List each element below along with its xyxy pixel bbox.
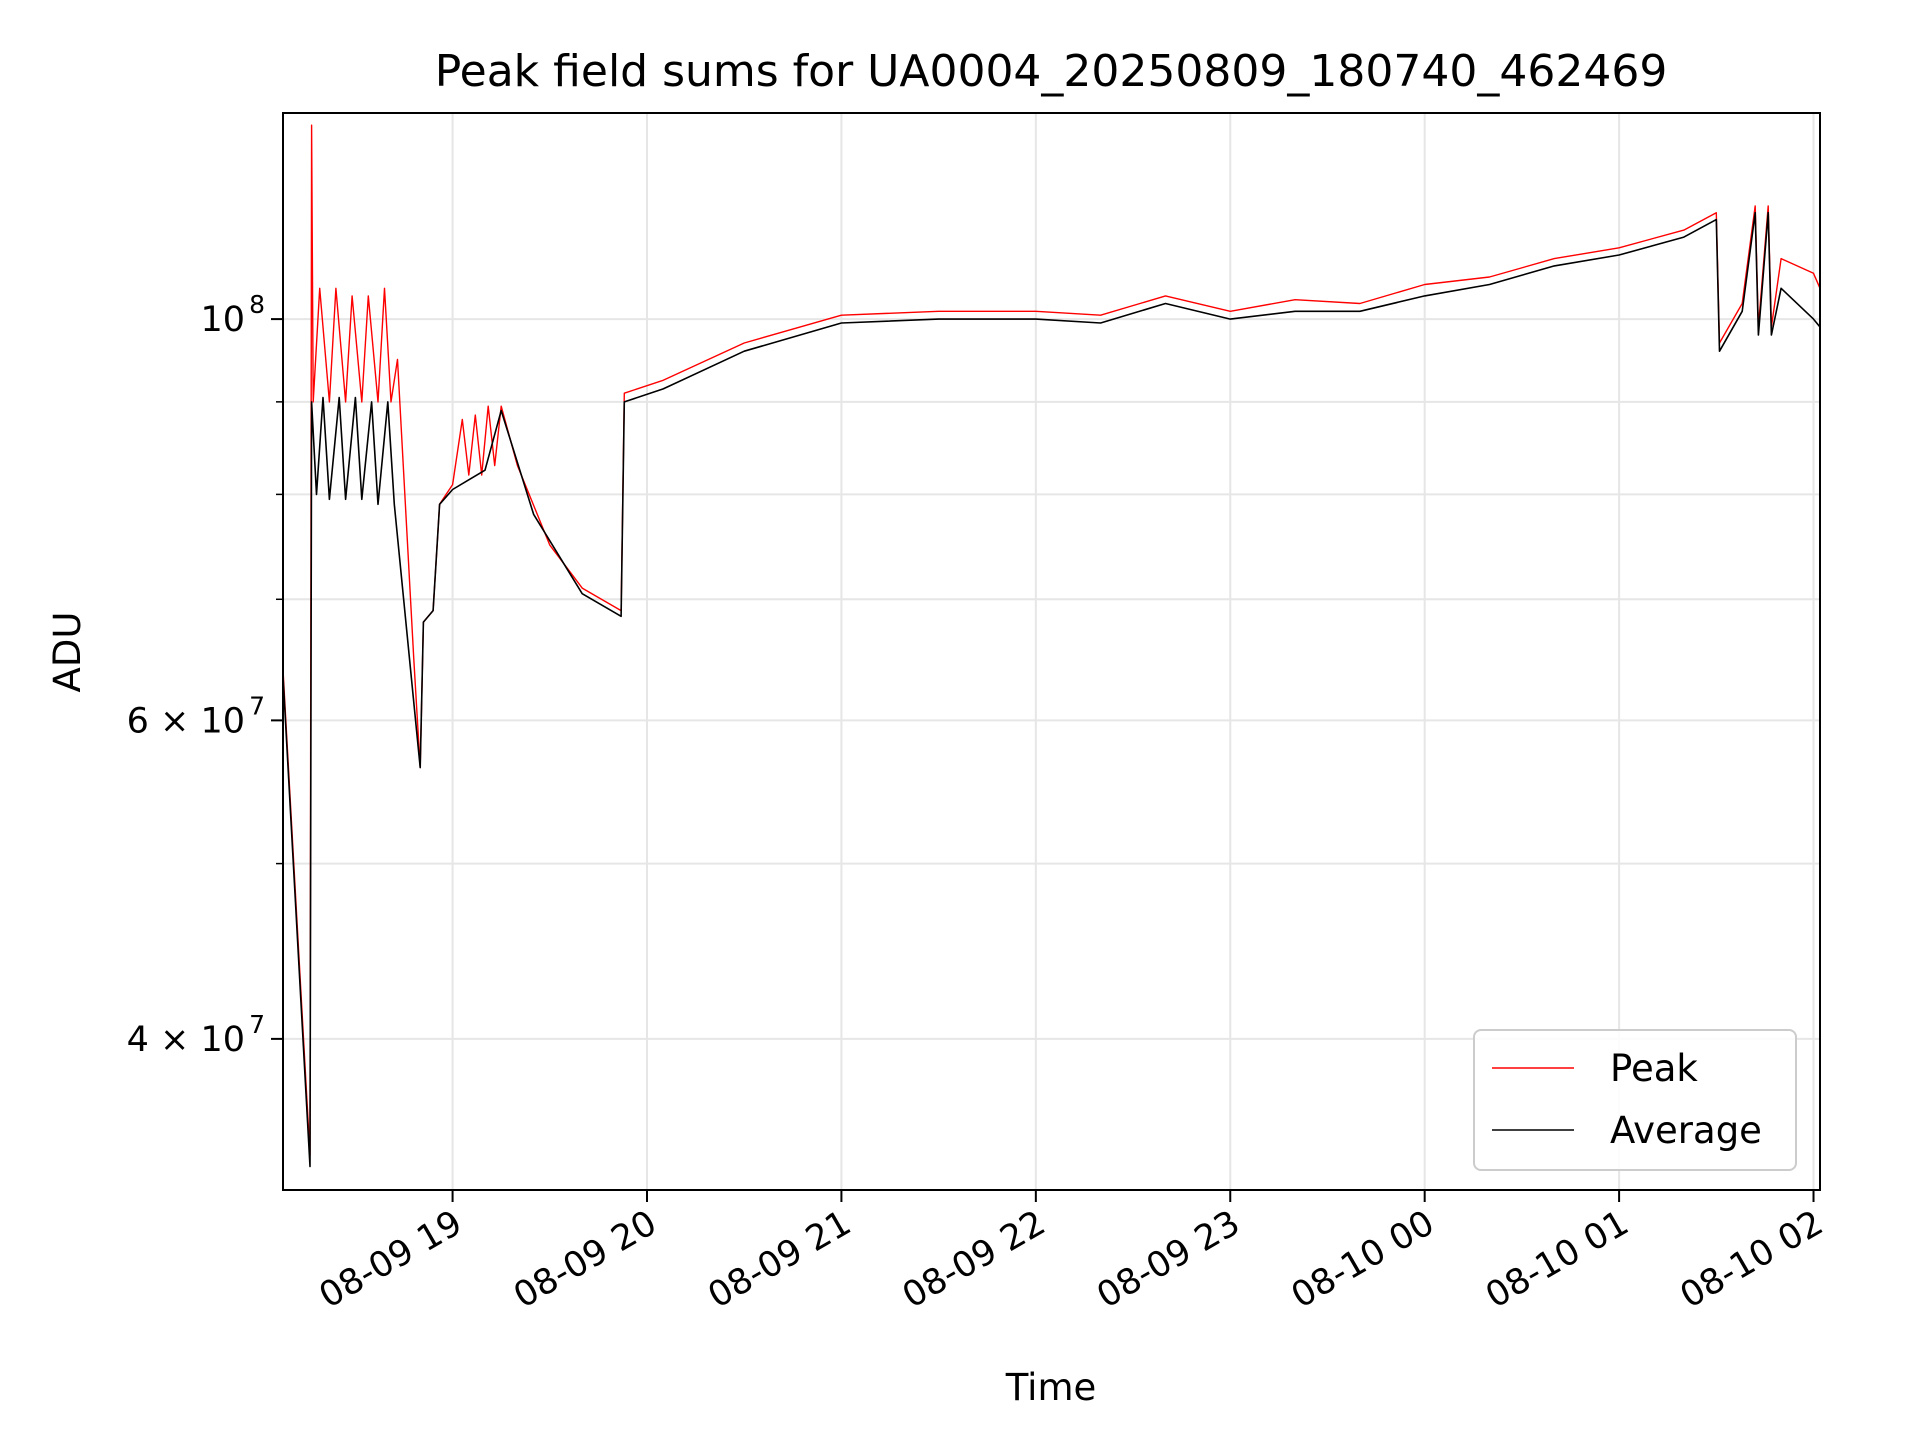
x-axis-label: Time bbox=[1005, 1366, 1097, 1409]
legend-box bbox=[1473, 1029, 1797, 1171]
y-tick-label: 10 bbox=[200, 300, 245, 340]
series-line-peak bbox=[283, 124, 1820, 1156]
series-line-average bbox=[283, 211, 1820, 1168]
gridlines bbox=[283, 113, 1820, 1190]
plot-series bbox=[283, 124, 1820, 1168]
y-tick-exponent: 8 bbox=[249, 290, 265, 319]
y-tick-label: 4 × 10 bbox=[127, 1020, 245, 1060]
chart-title: Peak field sums for UA0004_20250809_1807… bbox=[435, 46, 1668, 97]
y-tick-exponent: 7 bbox=[249, 1010, 265, 1039]
legend: Peak Average bbox=[1473, 1029, 1797, 1171]
y-tick-exponent: 7 bbox=[249, 691, 265, 720]
y-tick-label: 6 × 10 bbox=[127, 701, 245, 741]
legend-label-average: Average bbox=[1610, 1109, 1762, 1152]
plot-frame bbox=[282, 112, 1821, 1191]
y-axis-label: ADU bbox=[46, 612, 89, 693]
legend-label-peak: Peak bbox=[1610, 1047, 1698, 1090]
